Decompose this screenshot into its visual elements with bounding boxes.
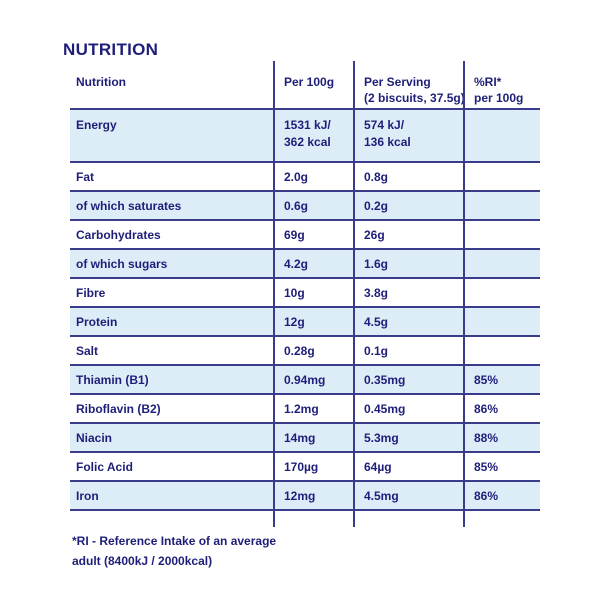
per-serving-cell: 0.8g bbox=[364, 169, 389, 184]
nutrient-cell: Folic Acid bbox=[76, 459, 133, 474]
table-header: Nutrition Per 100g Per Serving (2 biscui… bbox=[70, 62, 540, 110]
header-per-100g: Per 100g bbox=[275, 74, 355, 108]
per-100g-cell: 4.2g bbox=[284, 256, 309, 271]
table-row: Carbohydrates 69g 26g bbox=[70, 221, 540, 250]
table-rows: Energy 1531 kJ/362 kcal 574 kJ/136 kcal Fat… bbox=[70, 110, 540, 511]
per-serving-cell: 0.1g bbox=[364, 343, 389, 358]
nutrient-cell: of which sugars bbox=[76, 256, 168, 271]
footnote-line1: *RI - Reference Intake of an average bbox=[72, 534, 277, 548]
per-100g-cell: 0.28g bbox=[284, 343, 315, 358]
table-row: Riboflavin (B2) 1.2mg 0.45mg 86% bbox=[70, 395, 540, 424]
ri-cell: 86% bbox=[474, 401, 499, 416]
per-100g-cell: 10g bbox=[284, 285, 305, 300]
header-nutrient: Nutrition bbox=[70, 74, 275, 108]
per-serving-cell: 4.5g bbox=[364, 314, 389, 329]
nutrient-cell: Niacin bbox=[76, 430, 113, 445]
table-row: Fat 2.0g 0.8g bbox=[70, 163, 540, 192]
footnote: *RI - Reference Intake of an average adu… bbox=[72, 531, 276, 571]
nutrient-cell: Riboflavin (B2) bbox=[76, 401, 161, 416]
per-100g-cell: 2.0g bbox=[284, 169, 309, 184]
column-divider bbox=[463, 61, 465, 527]
ri-cell: 88% bbox=[474, 430, 499, 445]
nutrient-cell: Carbohydrates bbox=[76, 227, 161, 242]
table-row: of which sugars 4.2g 1.6g bbox=[70, 250, 540, 279]
per-100g-cell: 1531 kJ/362 kcal bbox=[284, 118, 331, 149]
per-100g-cell: 170µg bbox=[284, 459, 319, 474]
table-row: of which saturates 0.6g 0.2g bbox=[70, 192, 540, 221]
table-row: Iron 12mg 4.5mg 86% bbox=[70, 482, 540, 511]
header-nutrient-label: Nutrition bbox=[76, 75, 126, 89]
per-serving-cell: 0.45mg bbox=[364, 401, 406, 416]
header-per-serving: Per Serving (2 biscuits, 37.5g) bbox=[355, 74, 465, 108]
column-divider bbox=[273, 61, 275, 527]
table-row: Salt 0.28g 0.1g bbox=[70, 337, 540, 366]
per-serving-cell: 3.8g bbox=[364, 285, 389, 300]
per-serving-cell: 26g bbox=[364, 227, 385, 242]
per-100g-cell: 14mg bbox=[284, 430, 316, 445]
nutrient-cell: Protein bbox=[76, 314, 118, 329]
ri-cell: 85% bbox=[474, 459, 499, 474]
ri-cell: 86% bbox=[474, 488, 499, 503]
per-serving-cell: 64µg bbox=[364, 459, 392, 474]
table-row: Protein 12g 4.5g bbox=[70, 308, 540, 337]
header-per-serving-line2: (2 biscuits, 37.5g) bbox=[364, 91, 465, 105]
per-100g-cell: 12mg bbox=[284, 488, 316, 503]
nutrient-cell: Fat bbox=[76, 169, 94, 184]
per-100g-cell: 1.2mg bbox=[284, 401, 319, 416]
per-serving-cell: 1.6g bbox=[364, 256, 389, 271]
per-serving-cell: 0.2g bbox=[364, 198, 389, 213]
table-row: Fibre 10g 3.8g bbox=[70, 279, 540, 308]
per-serving-cell: 4.5mg bbox=[364, 488, 399, 503]
per-serving-cell: 574 kJ/136 kcal bbox=[364, 118, 411, 149]
nutrient-cell: Fibre bbox=[76, 285, 106, 300]
header-ri-line1: %RI* bbox=[474, 75, 502, 89]
table-row: Niacin 14mg 5.3mg 88% bbox=[70, 424, 540, 453]
ri-cell: 85% bbox=[474, 372, 499, 387]
header-per-serving-line1: Per Serving bbox=[364, 75, 431, 89]
per-100g-cell: 0.94mg bbox=[284, 372, 326, 387]
nutrient-cell: Energy bbox=[76, 118, 117, 132]
page-title: NUTRITION bbox=[63, 40, 159, 59]
per-serving-cell: 0.35mg bbox=[364, 372, 406, 387]
table-row: Thiamin (B1) 0.94mg 0.35mg 85% bbox=[70, 366, 540, 395]
per-serving-cell: 5.3mg bbox=[364, 430, 399, 445]
per-100g-cell: 0.6g bbox=[284, 198, 309, 213]
header-per-100g-label: Per 100g bbox=[284, 75, 335, 89]
footnote-line2: adult (8400kJ / 2000kcal) bbox=[72, 554, 213, 568]
per-100g-cell: 12g bbox=[284, 314, 305, 329]
table-row: Folic Acid 170µg 64µg 85% bbox=[70, 453, 540, 482]
per-100g-cell: 69g bbox=[284, 227, 305, 242]
header-ri-line2: per 100g bbox=[474, 91, 524, 105]
nutrient-cell: Thiamin (B1) bbox=[76, 372, 149, 387]
header-ri: %RI* per 100g bbox=[465, 74, 540, 108]
table-row: Energy 1531 kJ/362 kcal 574 kJ/136 kcal bbox=[70, 110, 540, 163]
nutrient-cell: Salt bbox=[76, 343, 99, 358]
nutrient-cell: of which saturates bbox=[76, 198, 182, 213]
nutrient-cell: Iron bbox=[76, 488, 99, 503]
nutrition-table: Nutrition Per 100g Per Serving (2 biscui… bbox=[70, 61, 540, 527]
column-divider bbox=[353, 61, 355, 527]
